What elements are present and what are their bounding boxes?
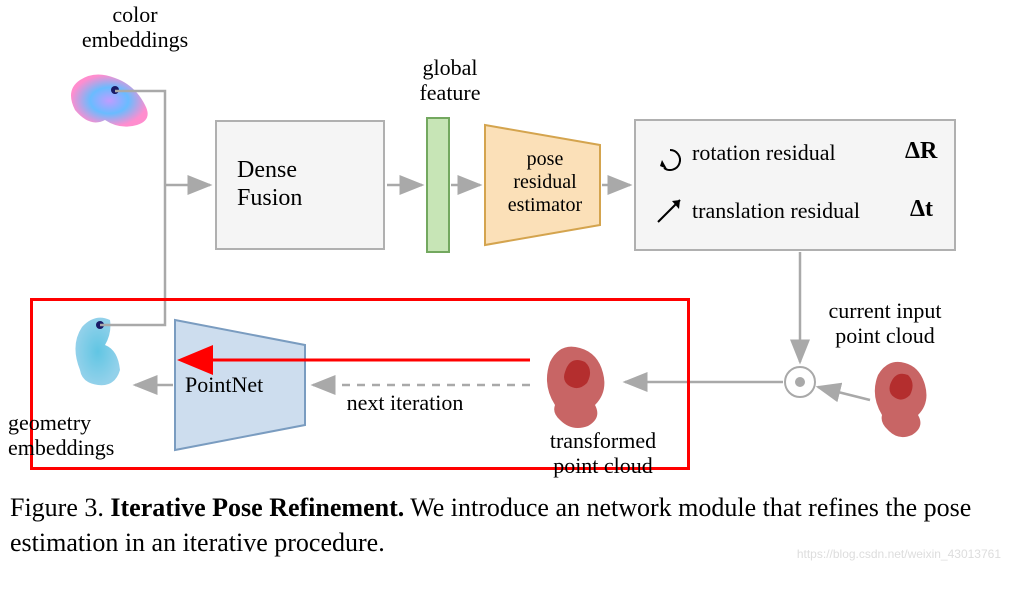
geometry-embeddings-label: geometry embeddings [8, 410, 158, 461]
pose-residual-estimator-label: pose residual estimator [495, 148, 595, 217]
transformed-point-cloud-label: transformed point cloud [518, 428, 688, 479]
color-embeddings-cloud [71, 74, 148, 126]
translation-residual-label: translation residual [692, 198, 860, 223]
current-input-pointcloud [875, 362, 927, 437]
color-embeddings-label: color embeddings [60, 2, 210, 53]
delta-r-label: ΔR [905, 138, 937, 166]
circle-node-inner [795, 377, 805, 387]
pointnet-label: PointNet [185, 372, 295, 397]
dense-fusion-label: Dense Fusion [237, 157, 367, 212]
next-iteration-label: next iteration [325, 390, 485, 415]
delta-t-label: Δt [910, 196, 933, 224]
watermark-text: https://blog.csdn.net/weixin_43013761 [797, 547, 1001, 561]
caption-prefix: Figure 3. [10, 493, 110, 522]
global-feature-label: global feature [400, 55, 500, 106]
current-to-circle-arrow [818, 387, 870, 400]
current-input-point-cloud-label: current input point cloud [805, 298, 965, 349]
caption-title: Iterative Pose Refinement. [110, 493, 404, 522]
global-feature-rect [427, 118, 449, 252]
rotation-residual-label: rotation residual [692, 140, 836, 165]
dense-fusion-box: Dense Fusion [215, 120, 385, 250]
